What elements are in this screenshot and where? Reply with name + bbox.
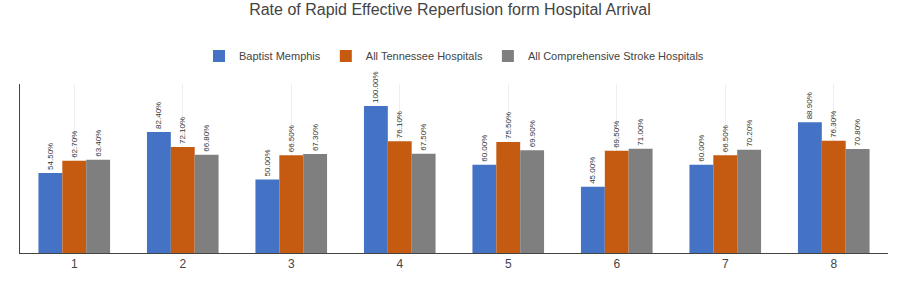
svg-text:62.70%: 62.70%: [70, 131, 79, 158]
svg-text:5: 5: [505, 257, 512, 271]
svg-text:88.90%: 88.90%: [805, 92, 814, 119]
svg-text:6: 6: [613, 257, 620, 271]
svg-text:70.80%: 70.80%: [853, 119, 862, 146]
svg-text:100.00%: 100.00%: [371, 71, 380, 103]
svg-text:71.00%: 71.00%: [636, 119, 645, 146]
svg-text:72.10%: 72.10%: [178, 117, 187, 144]
svg-text:45.00%: 45.00%: [588, 157, 597, 184]
svg-text:66.50%: 66.50%: [721, 125, 730, 152]
svg-text:67.30%: 67.30%: [311, 124, 320, 151]
svg-text:All Tennessee Hospitals: All Tennessee Hospitals: [366, 50, 483, 62]
svg-text:2: 2: [179, 257, 186, 271]
svg-text:60.00%: 60.00%: [697, 135, 706, 162]
svg-text:3: 3: [288, 257, 295, 271]
svg-text:8: 8: [830, 257, 837, 271]
svg-text:70.20%: 70.20%: [745, 120, 754, 147]
svg-text:60.00%: 60.00%: [480, 135, 489, 162]
svg-text:67.50%: 67.50%: [419, 124, 428, 151]
svg-text:63.40%: 63.40%: [94, 130, 103, 157]
svg-text:66.50%: 66.50%: [287, 125, 296, 152]
svg-text:1: 1: [71, 257, 78, 271]
svg-text:Rate of Rapid Effective Reperf: Rate of Rapid Effective Reperfusion form…: [249, 1, 651, 18]
svg-text:66.80%: 66.80%: [202, 125, 211, 152]
svg-text:75.50%: 75.50%: [504, 112, 513, 139]
svg-text:69.50%: 69.50%: [612, 121, 621, 148]
svg-text:All Comprehensive Stroke Hospi: All Comprehensive Stroke Hospitals: [528, 50, 704, 62]
svg-text:54.50%: 54.50%: [46, 143, 55, 170]
svg-text:69.90%: 69.90%: [528, 120, 537, 147]
svg-text:7: 7: [722, 257, 729, 271]
svg-text:50.00%: 50.00%: [263, 149, 272, 176]
svg-text:4: 4: [396, 257, 403, 271]
svg-text:Baptist Memphis: Baptist Memphis: [239, 50, 321, 62]
svg-text:76.10%: 76.10%: [395, 111, 404, 138]
svg-text:76.30%: 76.30%: [829, 111, 838, 138]
svg-text:82.40%: 82.40%: [154, 102, 163, 129]
